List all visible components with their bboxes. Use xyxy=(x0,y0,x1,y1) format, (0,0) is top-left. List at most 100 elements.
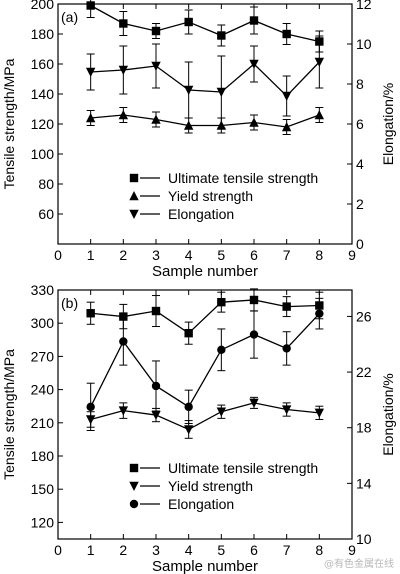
y-right-tick-label: 10 xyxy=(356,531,372,547)
x-tick-label: 2 xyxy=(119,542,127,558)
x-tick-label: 7 xyxy=(283,247,291,263)
y-right-tick-label: 22 xyxy=(356,364,372,380)
data-point xyxy=(151,61,161,71)
legend: Ultimate tensile strength Yield strength E… xyxy=(129,460,318,512)
y-left-tick-label: 330 xyxy=(31,282,55,298)
legend-marker xyxy=(129,463,139,473)
data-point xyxy=(249,295,259,305)
data-point xyxy=(184,328,193,338)
data-point xyxy=(86,309,95,318)
y-right-tick-label: 26 xyxy=(356,308,372,324)
data-point xyxy=(249,16,259,25)
x-tick-label: 2 xyxy=(119,247,127,263)
data-point xyxy=(86,402,95,412)
x-tick-label: 7 xyxy=(283,542,291,558)
x-tick-label: 0 xyxy=(54,542,62,558)
x-tick-label: 6 xyxy=(250,247,258,263)
watermark: @有色金属在线 xyxy=(324,559,394,570)
y-right-tick-label: 10 xyxy=(356,36,372,52)
data-point xyxy=(249,330,259,339)
y-left-tick-label: 120 xyxy=(31,116,55,132)
data-point xyxy=(86,1,95,10)
y-right-tick-label: 0 xyxy=(356,236,364,252)
legend-label: Yield strength xyxy=(168,478,253,494)
y-left-tick-label: 160 xyxy=(31,56,55,72)
y-left-tick-label: 100 xyxy=(31,146,55,162)
panel-label: (a) xyxy=(61,9,78,25)
data-point xyxy=(217,31,226,40)
data-point xyxy=(184,17,193,27)
legend-label: Elongation xyxy=(168,206,234,222)
y-left-tick-label: 300 xyxy=(31,315,55,331)
y-left-tick-label: 210 xyxy=(31,415,55,431)
data-point xyxy=(216,87,227,97)
data-point xyxy=(151,381,161,391)
data-point xyxy=(118,406,129,416)
x-tick-label: 5 xyxy=(217,247,225,263)
x-tick-label: 3 xyxy=(152,542,160,558)
legend-marker xyxy=(129,191,139,201)
data-point xyxy=(184,402,193,412)
y-left-tick-label: 150 xyxy=(31,481,55,497)
y-left-tick-label: 80 xyxy=(38,176,54,192)
data-point xyxy=(314,57,325,67)
data-point xyxy=(282,29,291,39)
data-point xyxy=(314,408,325,418)
y-left-tick-label: 60 xyxy=(38,206,54,222)
data-point xyxy=(249,117,259,127)
legend-label: Elongation xyxy=(168,496,234,512)
y-left-axis-title: Tensile strength/MPa xyxy=(1,349,17,480)
x-tick-label: 1 xyxy=(87,542,95,558)
y-right-axis-title: Elongation/% xyxy=(380,83,396,166)
data-point xyxy=(151,306,161,316)
panel-b: 0 1 2 3 4 5 6 7 8 9 120 150 180 210 240 270 300 330 10 14 18… xyxy=(1,282,396,574)
y-left-axis-title: Tensile strength/MPa xyxy=(1,58,17,189)
y-left-tick-label: 180 xyxy=(31,448,55,464)
data-point xyxy=(151,26,161,36)
series-line xyxy=(90,61,320,97)
data-point xyxy=(183,85,194,95)
legend-label: Ultimate tensile strength xyxy=(168,460,318,476)
x-tick-label: 0 xyxy=(54,247,62,263)
x-tick-label: 8 xyxy=(315,247,323,263)
y-left-tick-label: 270 xyxy=(31,348,55,364)
y-right-tick-label: 18 xyxy=(356,420,372,436)
series-line xyxy=(90,313,320,408)
series-line xyxy=(90,402,320,431)
data-point xyxy=(314,110,325,120)
data-point xyxy=(217,345,226,355)
legend-marker xyxy=(129,499,139,509)
y-left-tick-label: 200 xyxy=(31,0,55,12)
data-point xyxy=(249,59,259,69)
data-point xyxy=(183,120,194,130)
data-point xyxy=(119,337,128,346)
data-point xyxy=(85,67,96,77)
data-point xyxy=(118,65,129,75)
data-point xyxy=(183,425,194,435)
x-tick-label: 9 xyxy=(348,542,356,558)
x-axis-title: Sample number xyxy=(152,263,258,280)
panel-label: (b) xyxy=(61,295,78,311)
series-line xyxy=(90,4,320,43)
data-point xyxy=(118,110,129,120)
data-point xyxy=(151,114,161,124)
y-right-tick-label: 12 xyxy=(356,0,372,12)
x-tick-label: 8 xyxy=(315,542,323,558)
x-tick-label: 6 xyxy=(250,542,258,558)
data-point xyxy=(282,344,291,353)
y-right-tick-label: 2 xyxy=(356,196,364,212)
data-point xyxy=(85,113,96,123)
plot-frame xyxy=(57,289,353,540)
legend: Ultimate tensile strength Yield strength E… xyxy=(129,170,318,222)
x-tick-label: 1 xyxy=(87,247,95,263)
x-tick-label: 4 xyxy=(185,542,193,558)
legend-label: Ultimate tensile strength xyxy=(168,170,318,186)
x-tick-label: 5 xyxy=(217,542,225,558)
data-point xyxy=(119,312,128,321)
x-tick-label: 4 xyxy=(185,247,193,263)
data-point xyxy=(217,297,226,307)
data-point xyxy=(216,407,227,417)
y-right-tick-label: 6 xyxy=(356,116,364,132)
x-tick-label: 9 xyxy=(348,247,356,263)
